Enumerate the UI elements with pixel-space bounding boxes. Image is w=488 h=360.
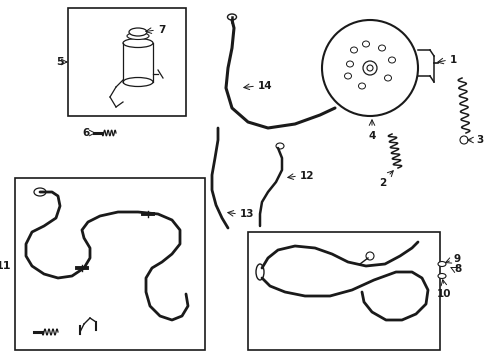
Text: 11: 11 [0, 261, 11, 271]
Text: 12: 12 [299, 171, 314, 181]
Ellipse shape [437, 274, 445, 279]
Ellipse shape [358, 83, 365, 89]
Ellipse shape [123, 39, 153, 48]
Ellipse shape [127, 32, 149, 40]
Text: 8: 8 [453, 264, 460, 274]
Ellipse shape [384, 75, 391, 81]
Ellipse shape [123, 77, 153, 86]
Ellipse shape [387, 57, 395, 63]
Text: 10: 10 [436, 289, 450, 299]
Ellipse shape [350, 47, 357, 53]
Ellipse shape [34, 188, 46, 196]
Ellipse shape [227, 14, 236, 20]
Circle shape [321, 20, 417, 116]
Ellipse shape [368, 67, 375, 73]
Text: 7: 7 [158, 25, 165, 35]
Circle shape [366, 65, 372, 71]
Ellipse shape [346, 61, 353, 67]
Text: 3: 3 [475, 135, 482, 145]
Text: 14: 14 [258, 81, 272, 91]
Ellipse shape [344, 73, 351, 79]
Text: 2: 2 [378, 178, 385, 188]
Ellipse shape [275, 143, 284, 149]
Ellipse shape [129, 28, 147, 36]
Circle shape [365, 252, 373, 260]
Bar [68, 8, 185, 116]
Circle shape [362, 61, 376, 75]
Text: 5: 5 [56, 57, 64, 67]
Bar [247, 232, 439, 350]
Text: 6: 6 [82, 128, 90, 138]
Text: 1: 1 [449, 55, 456, 65]
Ellipse shape [437, 261, 445, 266]
Bar [15, 178, 204, 350]
Ellipse shape [378, 45, 385, 51]
Text: 9: 9 [453, 254, 460, 264]
Text: 13: 13 [240, 209, 254, 219]
Text: 4: 4 [367, 131, 375, 141]
Circle shape [459, 136, 467, 144]
Ellipse shape [256, 264, 264, 280]
Ellipse shape [362, 41, 369, 47]
